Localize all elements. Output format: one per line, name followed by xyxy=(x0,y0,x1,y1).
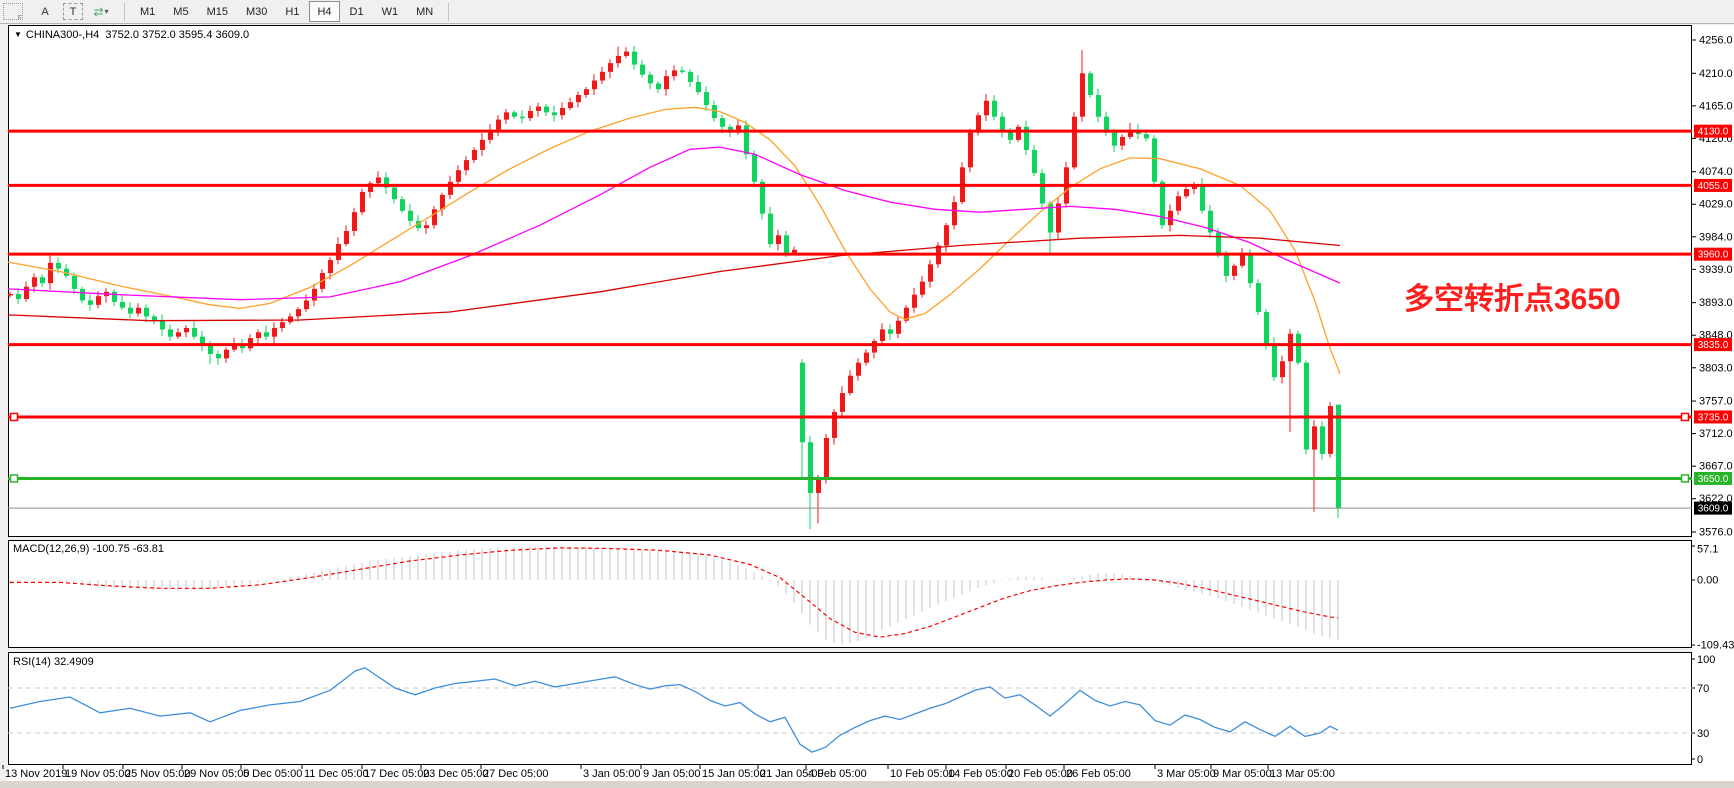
svg-text:3984.0: 3984.0 xyxy=(1699,231,1733,243)
svg-text:4256.0: 4256.0 xyxy=(1699,35,1733,47)
price-tag-3650: 3650.0 xyxy=(1694,471,1732,485)
toolbar-separator xyxy=(448,2,450,21)
svg-text:4029.0: 4029.0 xyxy=(1699,199,1733,211)
svg-text:17 Dec 05:00: 17 Dec 05:00 xyxy=(364,768,429,780)
svg-text:14 Feb 05:00: 14 Feb 05:00 xyxy=(948,768,1013,780)
timeframe-m15-button[interactable]: M15 xyxy=(206,5,228,18)
svg-text:100: 100 xyxy=(1697,654,1715,666)
timeframe-d1-button[interactable]: D1 xyxy=(349,5,364,18)
dropdown-caret-icon: ▾ xyxy=(104,7,109,16)
timeframe-m30-button[interactable]: M30 xyxy=(245,5,268,18)
svg-text:3576.0: 3576.0 xyxy=(1699,527,1733,539)
svg-text:4074.0: 4074.0 xyxy=(1699,166,1733,178)
timeframe-h4-button[interactable]: H4 xyxy=(309,1,340,22)
svg-text:15 Jan 05:00: 15 Jan 05:00 xyxy=(702,768,766,780)
svg-text:-109.43: -109.43 xyxy=(1697,640,1734,652)
svg-text:13 Nov 2019: 13 Nov 2019 xyxy=(5,768,67,780)
price-tag-3735: 3735.0 xyxy=(1694,410,1732,424)
symbol-name: CHINA300-,H4 xyxy=(25,29,100,41)
svg-text:4165.0: 4165.0 xyxy=(1699,100,1733,112)
svg-text:0: 0 xyxy=(1697,754,1703,766)
svg-text:3712.0: 3712.0 xyxy=(1699,428,1733,440)
svg-text:5 Dec 05:00: 5 Dec 05:00 xyxy=(243,768,302,780)
svg-text:13 Mar 05:00: 13 Mar 05:00 xyxy=(1270,768,1335,780)
price-tag-4055: 4055.0 xyxy=(1694,178,1732,192)
svg-text:57.1: 57.1 xyxy=(1697,544,1718,556)
timeframe-m1-button[interactable]: M1 xyxy=(140,5,156,18)
svg-text:4130.0: 4130.0 xyxy=(1698,127,1729,138)
rsi-panel xyxy=(8,652,1692,765)
svg-text:20 Feb 05:00: 20 Feb 05:00 xyxy=(1008,768,1073,780)
cursor-arrows-icon[interactable]: ⇄ ▾ xyxy=(93,4,109,19)
svg-text:4 Feb 05:00: 4 Feb 05:00 xyxy=(808,768,867,780)
toolbar: F A T ⇄ ▾ M1 M5 M15 M30 H1 H4 D1 W1 MN xyxy=(0,0,1734,24)
svg-text:19 Nov 05:00: 19 Nov 05:00 xyxy=(65,768,130,780)
svg-text:3757.0: 3757.0 xyxy=(1699,396,1733,408)
main-chart-panel xyxy=(8,25,1692,537)
price-axis[interactable]: 4256.04210.04165.04120.04074.04029.03984… xyxy=(1692,35,1734,767)
symbol-dropdown-icon[interactable]: ▼ xyxy=(14,30,22,39)
window-bottom-edge xyxy=(0,781,1734,788)
svg-text:3 Mar 05:00: 3 Mar 05:00 xyxy=(1157,768,1216,780)
timeframe-mn-button[interactable]: MN xyxy=(416,5,434,18)
rsi-line xyxy=(9,667,1339,753)
svg-text:21 Jan 05:00: 21 Jan 05:00 xyxy=(760,768,824,780)
text-annotation-icon[interactable]: A xyxy=(41,5,49,18)
svg-text:3939.0: 3939.0 xyxy=(1699,264,1733,276)
svg-text:70: 70 xyxy=(1697,683,1709,695)
toolbar-grip-icon[interactable]: F xyxy=(3,3,23,22)
svg-text:9 Mar 05:00: 9 Mar 05:00 xyxy=(1213,768,1272,780)
toolbar-separator xyxy=(124,2,125,21)
svg-text:30: 30 xyxy=(1697,728,1709,740)
svg-text:4210.0: 4210.0 xyxy=(1699,68,1733,80)
ma-slow-line xyxy=(7,234,1341,322)
price-tag-3960: 3960.0 xyxy=(1694,247,1732,261)
svg-text:0.00: 0.00 xyxy=(1697,575,1718,587)
svg-text:3667.0: 3667.0 xyxy=(1699,461,1733,473)
timeframe-m5-button[interactable]: M5 xyxy=(173,5,189,18)
timeframe-w1-button[interactable]: W1 xyxy=(381,5,399,18)
ma-medium-line xyxy=(7,146,1341,301)
svg-text:23 Dec 05:00: 23 Dec 05:00 xyxy=(423,768,488,780)
symbol-ohlc-readout: ▼ CHINA300-,H4 3752.0 3752.0 3595.4 3609.… xyxy=(14,29,249,41)
chart-text-annotation[interactable]: 多空转折点3650 xyxy=(1404,283,1621,316)
svg-text:3835.0: 3835.0 xyxy=(1698,340,1729,351)
svg-text:3 Jan 05:00: 3 Jan 05:00 xyxy=(583,768,641,780)
current-price-tag: 3609.0 xyxy=(1694,501,1732,515)
svg-text:4055.0: 4055.0 xyxy=(1698,181,1729,192)
moving-averages xyxy=(7,106,1341,374)
horizontal-levels xyxy=(8,129,1692,483)
svg-text:27 Dec 05:00: 27 Dec 05:00 xyxy=(483,768,548,780)
hline-handle[interactable] xyxy=(1680,474,1690,483)
svg-text:3893.0: 3893.0 xyxy=(1699,297,1733,309)
svg-text:3960.0: 3960.0 xyxy=(1698,250,1729,261)
svg-text:29 Nov 05:00: 29 Nov 05:00 xyxy=(184,768,249,780)
svg-text:11 Dec 05:00: 11 Dec 05:00 xyxy=(304,768,369,780)
svg-text:9 Jan 05:00: 9 Jan 05:00 xyxy=(643,768,701,780)
price-tag-4130: 4130.0 xyxy=(1694,124,1732,138)
svg-text:3803.0: 3803.0 xyxy=(1699,362,1733,374)
ohlc-values: 3752.0 3752.0 3595.4 3609.0 xyxy=(105,29,250,41)
hline-handle[interactable] xyxy=(9,412,19,422)
macd-indicator-label: MACD(12,26,9) -100.75 -63.81 xyxy=(13,543,165,555)
ma-fast-line xyxy=(7,106,1341,374)
text-box-icon[interactable]: T xyxy=(63,3,83,20)
rsi-indicator-label: RSI(14) 32.4909 xyxy=(13,656,94,668)
rsi-series xyxy=(8,667,1692,753)
hline-handle[interactable] xyxy=(9,474,19,483)
svg-text:3650.0: 3650.0 xyxy=(1698,474,1729,485)
svg-text:3609.0: 3609.0 xyxy=(1698,504,1729,515)
svg-text:26 Feb 05:00: 26 Feb 05:00 xyxy=(1066,768,1131,780)
svg-text:3735.0: 3735.0 xyxy=(1698,412,1729,423)
macd-signal-line xyxy=(10,547,1339,638)
svg-text:25 Nov 05:00: 25 Nov 05:00 xyxy=(125,768,190,780)
macd-series xyxy=(9,546,1339,645)
price-tag-3835: 3835.0 xyxy=(1694,338,1732,352)
timeframe-h1-button[interactable]: H1 xyxy=(285,5,300,18)
hline-handle[interactable] xyxy=(1680,412,1690,422)
svg-text:10 Feb 05:00: 10 Feb 05:00 xyxy=(890,768,955,780)
